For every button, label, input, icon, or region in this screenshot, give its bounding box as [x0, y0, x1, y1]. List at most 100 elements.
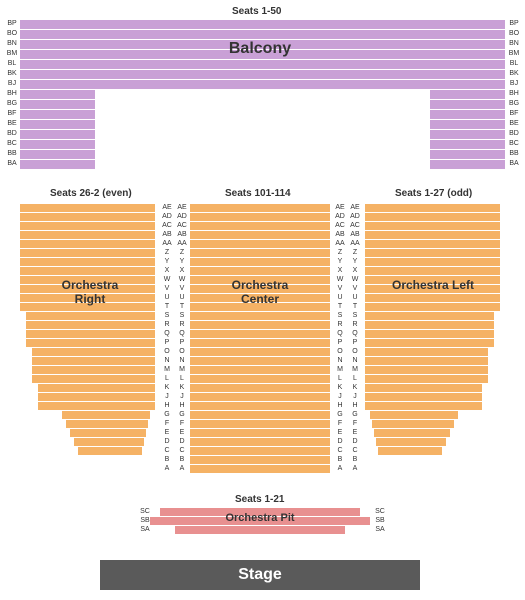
orch-center-row-label-left: T: [175, 303, 189, 310]
orch-center-row-label-left: N: [175, 357, 189, 364]
orch-right-row-label: AB: [160, 231, 174, 238]
balcony-row-label-left: BD: [5, 130, 19, 137]
balcony-row-left: [20, 100, 95, 110]
orch-center-row-label-right: AC: [333, 222, 347, 229]
balcony-row-right: [430, 140, 505, 150]
balcony-row-label-left: BJ: [5, 80, 19, 87]
orch-left-row: [365, 204, 500, 213]
orch-left-row: [365, 339, 494, 348]
orch-right-row-label: X: [160, 267, 174, 274]
orch-left-row: [365, 402, 482, 411]
orch-center-row-label-right: AB: [333, 231, 347, 238]
orch-center-row-label-right: F: [333, 420, 347, 427]
balcony-row: [20, 30, 505, 40]
orch-left-row: [365, 231, 500, 240]
balcony-row: [20, 60, 505, 70]
balcony-row-right: [430, 100, 505, 110]
balcony-row-left: [20, 120, 95, 130]
orch-center-row: [190, 402, 330, 411]
orch-left-row: [365, 294, 500, 303]
orch-right-row-label: G: [160, 411, 174, 418]
orch-center-row: [190, 393, 330, 402]
orch-center-row-label-right: Y: [333, 258, 347, 265]
orch-right-seats-label: Seats 26-2 (even): [50, 188, 132, 199]
orch-left-row-label: V: [348, 285, 362, 292]
orch-center-row: [190, 258, 330, 267]
orch-right-row-label: S: [160, 312, 174, 319]
orch-right-row: [20, 240, 155, 249]
orch-center-row-label-left: A: [175, 465, 189, 472]
balcony-row-left: [20, 140, 95, 150]
orch-right-row-label: U: [160, 294, 174, 301]
orch-center-row-label-right: U: [333, 294, 347, 301]
orch-right-row: [20, 213, 155, 222]
balcony-row-label-left: BO: [5, 30, 19, 37]
orch-center-row-label-right: X: [333, 267, 347, 274]
orch-center-row-label-right: S: [333, 312, 347, 319]
balcony-row-label-right: BM: [507, 50, 521, 57]
orch-left-row: [365, 240, 500, 249]
orch-right-row-label: J: [160, 393, 174, 400]
orch-left-row-label: AA: [348, 240, 362, 247]
orch-right-row: [20, 267, 155, 276]
orch-right-row: [38, 393, 155, 402]
orch-center-row: [190, 447, 330, 456]
orch-center-row-label-left: D: [175, 438, 189, 445]
orch-center-row-label-right: AD: [333, 213, 347, 220]
balcony-row: [20, 80, 505, 90]
orch-right-lower-row: [78, 447, 142, 456]
orch-right-row-label: W: [160, 276, 174, 283]
orch-center-row-label-left: O: [175, 348, 189, 355]
balcony-row-label-right: BB: [507, 150, 521, 157]
orch-center-row-label-left: C: [175, 447, 189, 454]
orch-right-row-label: P: [160, 339, 174, 346]
orch-center-row-label-left: AE: [175, 204, 189, 211]
orch-center-row-label-left: Y: [175, 258, 189, 265]
orch-center-row-label-right: Q: [333, 330, 347, 337]
orch-left-row: [365, 213, 500, 222]
orch-center-row-label-right: N: [333, 357, 347, 364]
orch-right-row: [32, 366, 155, 375]
orch-center-row-label-right: M: [333, 366, 347, 373]
orch-left-row-label: T: [348, 303, 362, 310]
orch-left-lower-row: [372, 420, 454, 429]
orch-right-row-label: M: [160, 366, 174, 373]
orch-center-row-label-left: AA: [175, 240, 189, 247]
orch-right-row-label: AE: [160, 204, 174, 211]
orch-left-row-label: AE: [348, 204, 362, 211]
balcony-row-left: [20, 160, 95, 170]
orch-center-row: [190, 348, 330, 357]
orch-left-row-label: AC: [348, 222, 362, 229]
orch-left-row-label: J: [348, 393, 362, 400]
orch-center-row: [190, 231, 330, 240]
pit-row: [175, 526, 345, 535]
orch-center-row-label-left: S: [175, 312, 189, 319]
balcony-row-left: [20, 90, 95, 100]
balcony-row-right: [430, 110, 505, 120]
orch-right-row-label: H: [160, 402, 174, 409]
balcony-row-label-right: BG: [507, 100, 521, 107]
orch-center-row-label-right: K: [333, 384, 347, 391]
orch-center-row: [190, 465, 330, 474]
orch-right-lower-row: [66, 420, 148, 429]
orch-right-row-label: F: [160, 420, 174, 427]
orch-left-row-label: U: [348, 294, 362, 301]
balcony-row-label-right: BN: [507, 40, 521, 47]
balcony-row-label-left: BP: [5, 20, 19, 27]
orch-right-row: [26, 330, 155, 339]
orch-left-seats-label: Seats 1-27 (odd): [395, 188, 472, 199]
orch-center-row: [190, 456, 330, 465]
orch-center-row-label-right: W: [333, 276, 347, 283]
balcony-row-label-right: BC: [507, 140, 521, 147]
orch-center-row: [190, 330, 330, 339]
orch-center-row: [190, 438, 330, 447]
orch-center-row: [190, 366, 330, 375]
orch-right-row: [20, 222, 155, 231]
orch-center-row: [190, 222, 330, 231]
orch-center-row-label-right: V: [333, 285, 347, 292]
orch-center-name: Orchestra Center: [215, 278, 305, 306]
balcony-row-label-left: BG: [5, 100, 19, 107]
pit-row-label-left: SA: [138, 526, 152, 533]
orch-left-row-label: O: [348, 348, 362, 355]
orch-center-row-label-right: AE: [333, 204, 347, 211]
